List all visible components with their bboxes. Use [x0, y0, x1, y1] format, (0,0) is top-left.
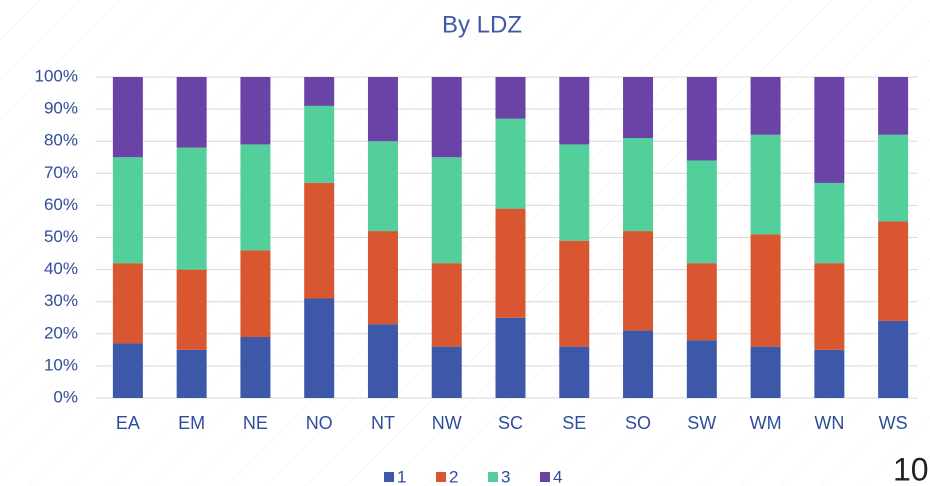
bar-segment [367, 141, 398, 232]
bar-segment [240, 250, 271, 338]
bar-segment [495, 77, 526, 119]
y-tick-label: 50% [44, 227, 78, 246]
bar-segment [431, 77, 462, 158]
bar-segment [240, 144, 271, 251]
bar-segment [495, 208, 526, 318]
bar-segment [304, 77, 335, 106]
x-tick-label: WN [814, 413, 844, 433]
legend-swatch [384, 472, 394, 482]
x-tick-label: NW [432, 413, 462, 433]
bar-segment [495, 317, 526, 398]
bar-segment [750, 134, 781, 235]
bar-segment [112, 263, 143, 344]
bar-segment [686, 340, 717, 398]
bar-segment [304, 105, 335, 183]
y-tick-label: 0% [53, 387, 78, 406]
bar-segment [814, 182, 845, 264]
bar-segment [623, 231, 654, 331]
bar-segment [686, 263, 717, 341]
y-tick-label: 10% [44, 355, 78, 374]
legend-label: 3 [501, 467, 510, 486]
y-tick-label: 70% [44, 163, 78, 182]
bar-segment [176, 269, 207, 350]
bar-segment [367, 77, 398, 142]
bar-segment [878, 134, 909, 222]
bar-segment [176, 147, 207, 270]
bar-segment [240, 337, 271, 398]
legend-swatch [540, 472, 550, 482]
bar-segment [112, 157, 143, 264]
y-tick-label: 60% [44, 195, 78, 214]
chart-title: By LDZ [442, 11, 522, 38]
bar-segment [304, 182, 335, 299]
legend-swatch [436, 472, 446, 482]
x-tick-label: SO [625, 413, 651, 433]
y-tick-label: 30% [44, 291, 78, 310]
bar-segment [431, 157, 462, 264]
bar-segment [559, 77, 590, 145]
bar-segment [240, 77, 271, 145]
page-number: 10 [893, 451, 929, 486]
x-tick-label: SC [498, 413, 523, 433]
x-tick-label: NO [306, 413, 333, 433]
bar-segment [878, 77, 909, 135]
bar-segment [750, 346, 781, 398]
bar-segment [814, 263, 845, 350]
bar-segment [559, 144, 590, 241]
y-tick-label: 40% [44, 259, 78, 278]
legend-swatch [488, 472, 498, 482]
x-tick-label: EM [178, 413, 205, 433]
bar-segment [559, 346, 590, 398]
x-tick-label: NE [243, 413, 268, 433]
bar-segment [176, 77, 207, 148]
bar-segment [623, 330, 654, 398]
y-tick-label: 100% [35, 66, 78, 85]
bar-segment [431, 263, 462, 347]
bar-segment [878, 320, 909, 398]
bar-segment [623, 77, 654, 138]
y-tick-label: 20% [44, 323, 78, 342]
bar-segment [176, 349, 207, 398]
y-tick-label: 80% [44, 131, 78, 150]
bar-segment [367, 324, 398, 398]
x-tick-label: NT [371, 413, 395, 433]
x-tick-label: SW [687, 413, 716, 433]
bar-segment [878, 221, 909, 321]
bar-segment [559, 240, 590, 347]
x-tick-label: WM [750, 413, 782, 433]
legend-label: 1 [397, 467, 406, 486]
legend-label: 4 [553, 467, 562, 486]
bar-segment [750, 234, 781, 347]
bar-segment [750, 77, 781, 135]
x-tick-label: EA [116, 413, 140, 433]
x-tick-label: WS [879, 413, 908, 433]
bar-segment [814, 349, 845, 398]
legend-label: 2 [449, 467, 458, 486]
bar-segment [367, 231, 398, 325]
bar-segment [623, 137, 654, 232]
bar-segment [112, 343, 143, 398]
bar-segment [814, 77, 845, 183]
bar-segment [686, 160, 717, 264]
x-tick-label: SE [562, 413, 586, 433]
y-tick-label: 90% [44, 99, 78, 118]
bar-segment [304, 298, 335, 398]
bar-segment [112, 77, 143, 158]
bar-segment [495, 118, 526, 209]
bar-segment [431, 346, 462, 398]
bar-segment [686, 77, 717, 161]
